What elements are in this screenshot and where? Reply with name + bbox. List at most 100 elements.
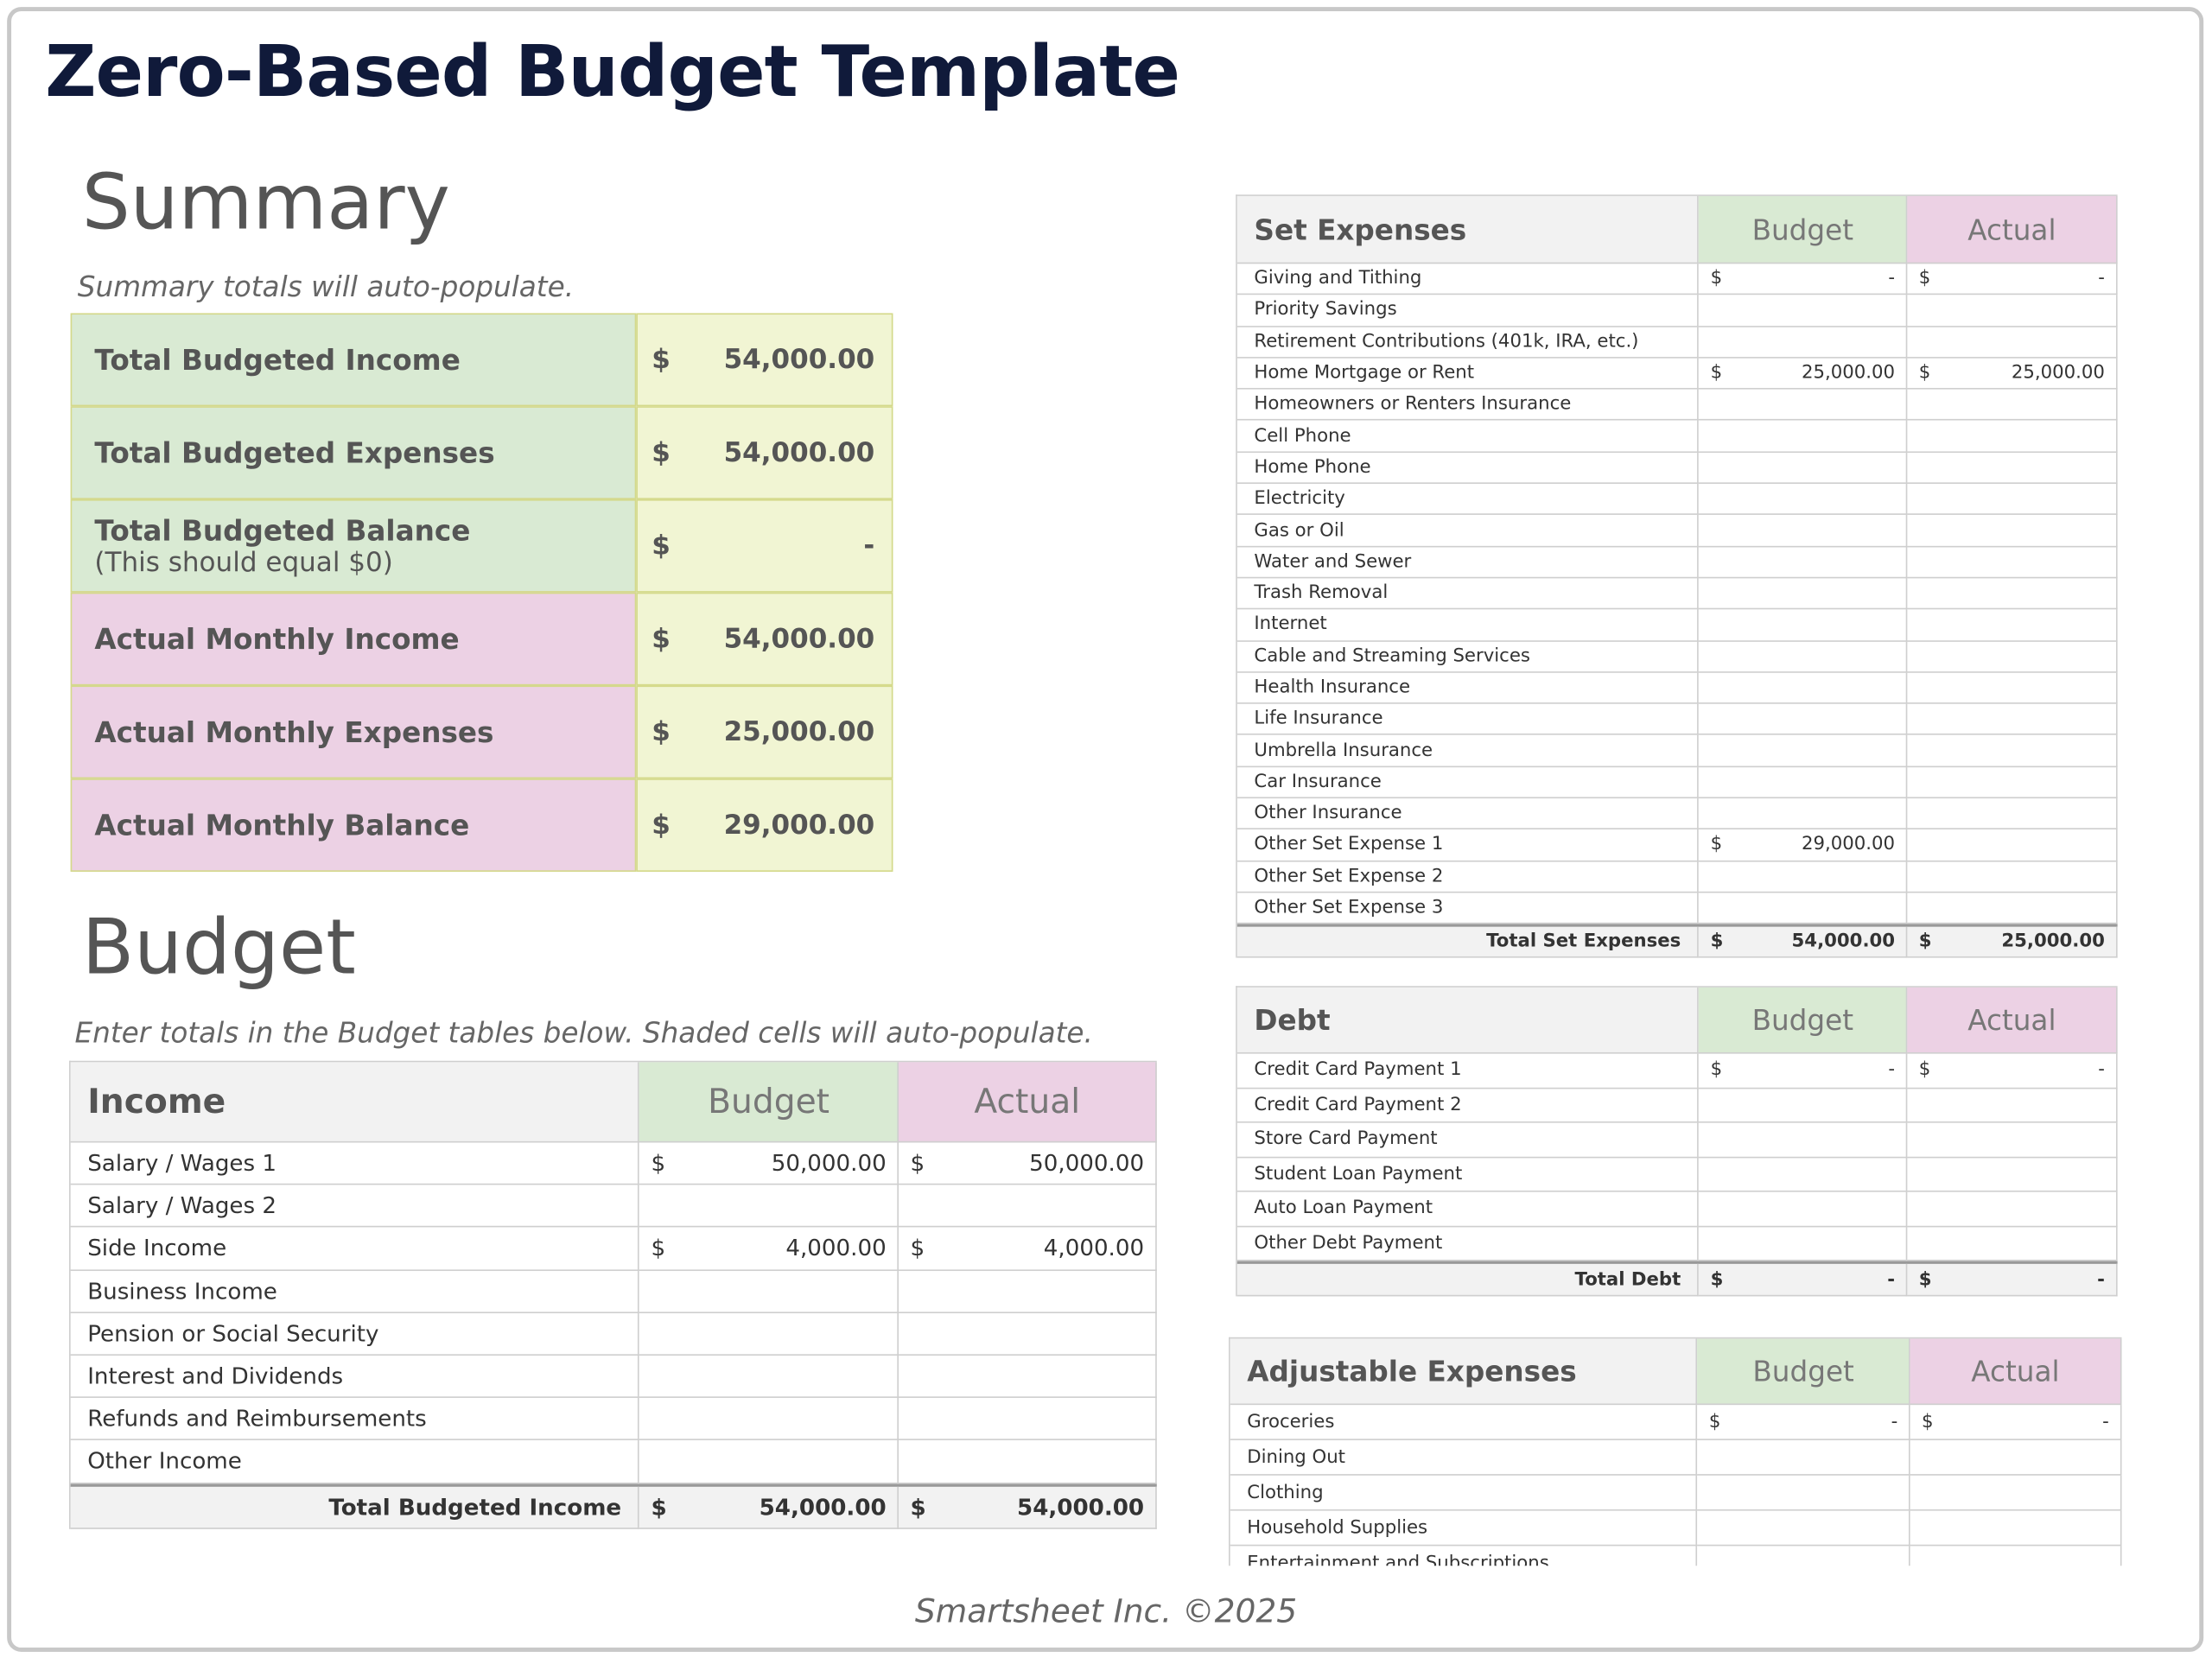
currency: $ [1918,931,1932,953]
adjustable-table: Adjustable Expenses Budget Actual Groceries… [1229,1337,2122,1566]
row-label: Gas or Oil [1236,515,1700,547]
amount-cell: $ - [1699,264,1908,295]
total-label: Total Debt [1236,1263,1700,1297]
table-row: Giving and Tithing $ - $ - [1236,264,2118,295]
total-label: Total Budgeted Income [70,1485,640,1528]
table-row: Health Insurance [1236,672,2118,704]
amount-cell [1699,452,1908,485]
table-row: Other Debt Payment [1236,1226,2118,1261]
table-row: Store Card Payment [1236,1122,2118,1158]
debt-table: Debt Budget Actual Credit Card Payment 1 $ - $… [1236,986,2118,1297]
amount-cell [1699,861,1908,893]
amount-cell [899,1355,1157,1399]
summary-label: Total Budgeted Expenses [70,406,637,499]
amount-cell [899,1270,1157,1313]
amount-cell: $29,000.00 [1699,829,1908,861]
amount-cell [1907,1226,2118,1261]
table-row: Household Supplies [1230,1510,2122,1547]
summary-label-text: Total Budgeted Income [94,342,461,377]
row-label: Business Income [70,1270,640,1313]
amount-cell [1699,893,1908,924]
amount-cell [1697,1475,1910,1511]
amount-cell [1907,1122,2118,1158]
currency: $ [910,1493,926,1521]
amount: 25,000.00 [2001,931,2105,953]
amount: 29,000.00 [1802,834,1896,856]
currency: $ [1708,1411,1721,1432]
amount-cell [899,1398,1157,1441]
table-row: Other Set Expense 1 $29,000.00 [1236,829,2118,861]
table-row: Clothing [1230,1475,2122,1511]
amount-cell: $4,000.00 [899,1228,1157,1271]
amount-cell [639,1185,899,1229]
footer: Smartsheet Inc. ©2025 [914,1593,1298,1631]
amount-cell [1910,1546,2122,1566]
column-header: Actual [1907,987,2118,1054]
summary-amount: 54,000.00 [723,623,875,655]
currency: $ [652,810,671,842]
amount: 25,000.00 [1802,362,1896,384]
summary-label: Total Budgeted Balance (This should equal… [70,499,637,593]
summary-amount: 25,000.00 [723,716,875,748]
amount-cell [1910,1439,2122,1476]
row-label: Pension or Social Security [70,1312,640,1356]
header-row: Set Expenses Budget Actual [1236,195,2118,264]
amount-cell [1699,798,1908,830]
summary-value: $29,000.00 [636,778,893,872]
summary-row: Actual Monthly Balance $29,000.00 [70,778,893,872]
table-row: Retirement Contributions (401k, IRA, etc… [1236,327,2118,359]
amount: 4,000.00 [785,1235,887,1262]
column-header: Budget [1697,1338,1910,1406]
amount-cell [1907,735,2118,767]
set-expenses-table: Set Expenses Budget Actual Giving and Tithi… [1236,194,2118,958]
amount: 50,000.00 [1029,1149,1145,1177]
amount-cell [1699,766,1908,799]
amount-cell: $54,000.00 [639,1485,899,1528]
amount: - [1891,1411,1898,1432]
amount-cell [639,1312,899,1356]
amount-cell [1907,609,2118,642]
row-label: Other Set Expense 2 [1236,861,1700,893]
table-row: Side Income $4,000.00 $4,000.00 [70,1228,1157,1271]
summary-row: Total Budgeted Balance (This should equal… [70,499,893,593]
amount-cell [639,1355,899,1399]
summary-row: Actual Monthly Income $54,000.00 [70,592,893,686]
amount-cell [1699,421,1908,453]
row-label: Cable and Streaming Services [1236,641,1700,673]
amount-cell [1907,798,2118,830]
amount-cell: $ - [1907,264,2118,295]
currency: $ [1918,268,1931,289]
amount-cell [1699,578,1908,610]
amount-cell: $25,000.00 [1699,358,1908,390]
summary-row: Total Budgeted Income $54,000.00 [70,313,893,407]
summary-table: Total Budgeted Income $54,000.00 Total Bud… [70,313,893,872]
table-row: Car Insurance [1236,766,2118,799]
amount: 54,000.00 [1017,1493,1145,1521]
table-header: Debt [1236,987,1700,1054]
amount-cell [1910,1475,2122,1511]
amount-cell [1699,484,1908,516]
row-label: Car Insurance [1236,766,1700,799]
amount-cell [1907,452,2118,485]
row-label: Entertainment and Subscriptions [1230,1546,1698,1566]
amount-cell [1907,1191,2118,1227]
row-label: Side Income [70,1228,640,1271]
summary-label: Actual Monthly Income [70,592,637,686]
amount-cell: $4,000.00 [639,1228,899,1271]
currency: $ [1710,1268,1724,1291]
row-label: Homeowners or Renters Insurance [1236,389,1700,422]
row-label: Retirement Contributions (401k, IRA, etc… [1236,327,1700,359]
amount: - [2098,268,2105,289]
amount-cell [899,1312,1157,1356]
amount: 54,000.00 [759,1493,887,1521]
row-label: Other Set Expense 1 [1236,829,1700,861]
amount-cell [1699,1157,1908,1192]
header-row: Debt Budget Actual [1236,987,2118,1054]
amount-cell [1697,1439,1910,1476]
summary-label-text: Total Budgeted Balance [94,513,471,548]
table-row: Dining Out [1230,1439,2122,1476]
row-label: Credit Card Payment 1 [1236,1053,1700,1089]
table-row: Home Phone [1236,452,2118,485]
row-label: Auto Loan Payment [1236,1191,1700,1227]
